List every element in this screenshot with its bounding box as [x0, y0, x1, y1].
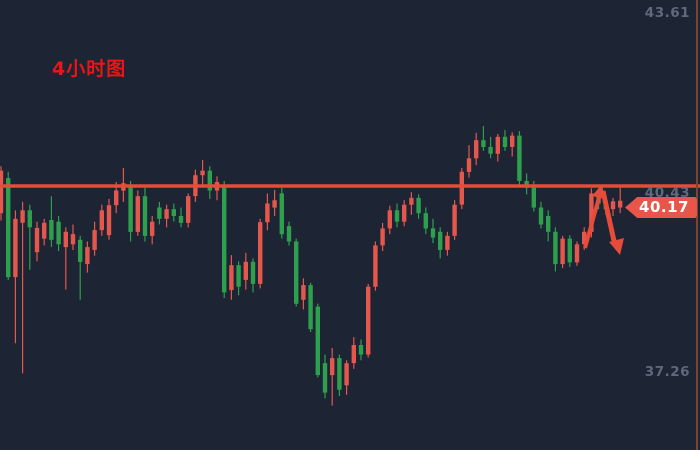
arrow-up-shaft [583, 193, 602, 249]
arrow-down-shaft [600, 190, 617, 242]
chart-title: 4小时图 [52, 58, 127, 80]
rejection-arrow-annotation[interactable] [583, 184, 624, 255]
price-axis-border [696, 0, 698, 450]
candlestick-series [0, 126, 623, 406]
price-axis-label-top: 43.61 [644, 5, 690, 21]
price-axis-label-bottom: 37.26 [644, 364, 690, 380]
current-price-badge: 40.17 [625, 197, 697, 218]
arrow-down-head-icon [609, 238, 624, 255]
